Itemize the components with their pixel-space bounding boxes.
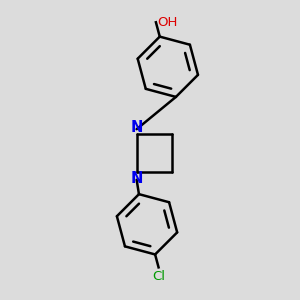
Text: N: N (130, 120, 143, 135)
Text: OH: OH (158, 16, 178, 29)
Text: Cl: Cl (152, 270, 165, 283)
Text: N: N (130, 171, 143, 186)
